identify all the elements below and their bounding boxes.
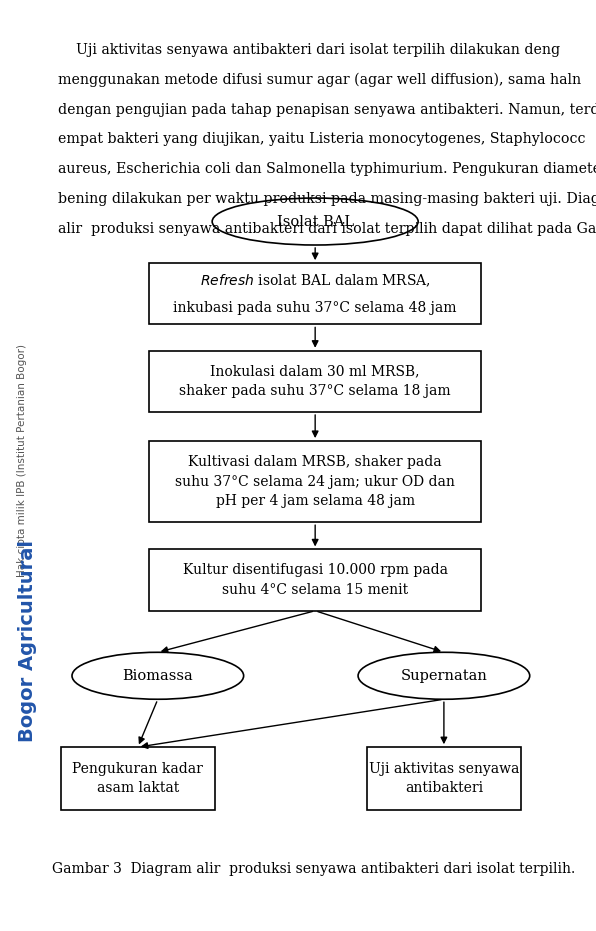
Text: Uji aktivitas senyawa
antibakteri: Uji aktivitas senyawa antibakteri bbox=[369, 762, 519, 795]
Text: Pengukuran kadar
asam laktat: Pengukuran kadar asam laktat bbox=[72, 762, 203, 795]
Text: Gambar 3  Diagram alir  produksi senyawa antibakteri dari isolat terpilih.: Gambar 3 Diagram alir produksi senyawa a… bbox=[52, 862, 575, 876]
Text: Supernatan: Supernatan bbox=[401, 668, 488, 682]
Text: aureus, Escherichia coli dan Salmonella typhimurium. Pengukuran diameter zo: aureus, Escherichia coli dan Salmonella … bbox=[58, 162, 596, 176]
Text: bening dilakukan per waktu produksi pada masing-masing bakteri uji. Diagra: bening dilakukan per waktu produksi pada… bbox=[58, 192, 596, 206]
Text: Kultivasi dalam MRSB, shaker pada
suhu 37°C selama 24 jam; ukur OD dan
pH per 4 : Kultivasi dalam MRSB, shaker pada suhu 3… bbox=[175, 455, 455, 508]
Text: inkubasi pada suhu 37°C selama 48 jam: inkubasi pada suhu 37°C selama 48 jam bbox=[173, 302, 457, 316]
Text: dengan pengujian pada tahap penapisan senyawa antibakteri. Namun, terdap: dengan pengujian pada tahap penapisan se… bbox=[58, 102, 596, 116]
Text: Uji aktivitas senyawa antibakteri dari isolat terpilih dilakukan deng: Uji aktivitas senyawa antibakteri dari i… bbox=[58, 43, 560, 57]
Text: Inokulasi dalam 30 ml MRSB,
shaker pada suhu 37°C selama 18 jam: Inokulasi dalam 30 ml MRSB, shaker pada … bbox=[179, 365, 451, 398]
Text: Biomassa: Biomassa bbox=[122, 668, 193, 682]
Text: menggunakan metode difusi sumur agar (agar well diffusion), sama haln: menggunakan metode difusi sumur agar (ag… bbox=[58, 73, 581, 87]
Text: Kultur disentifugasi 10.000 rpm pada
suhu 4°C selama 15 menit: Kultur disentifugasi 10.000 rpm pada suh… bbox=[182, 563, 448, 597]
Text: $\it{Refresh}$ isolat BAL dalam MRSA,: $\it{Refresh}$ isolat BAL dalam MRSA, bbox=[200, 273, 430, 290]
Text: Hak cipta milik IPB (Institut Pertanian Bogor): Hak cipta milik IPB (Institut Pertanian … bbox=[17, 344, 27, 577]
Text: Bogor Agricultural: Bogor Agricultural bbox=[18, 541, 36, 742]
Text: empat bakteri yang diujikan, yaitu Listeria monocytogenes, Staphylococc: empat bakteri yang diujikan, yaitu Liste… bbox=[58, 132, 585, 146]
Text: alir  produksi senyawa antibakteri dari isolat terpilih dapat dilihat pada Gamba: alir produksi senyawa antibakteri dari i… bbox=[58, 222, 596, 236]
Text: Isolat BAL: Isolat BAL bbox=[277, 214, 354, 228]
